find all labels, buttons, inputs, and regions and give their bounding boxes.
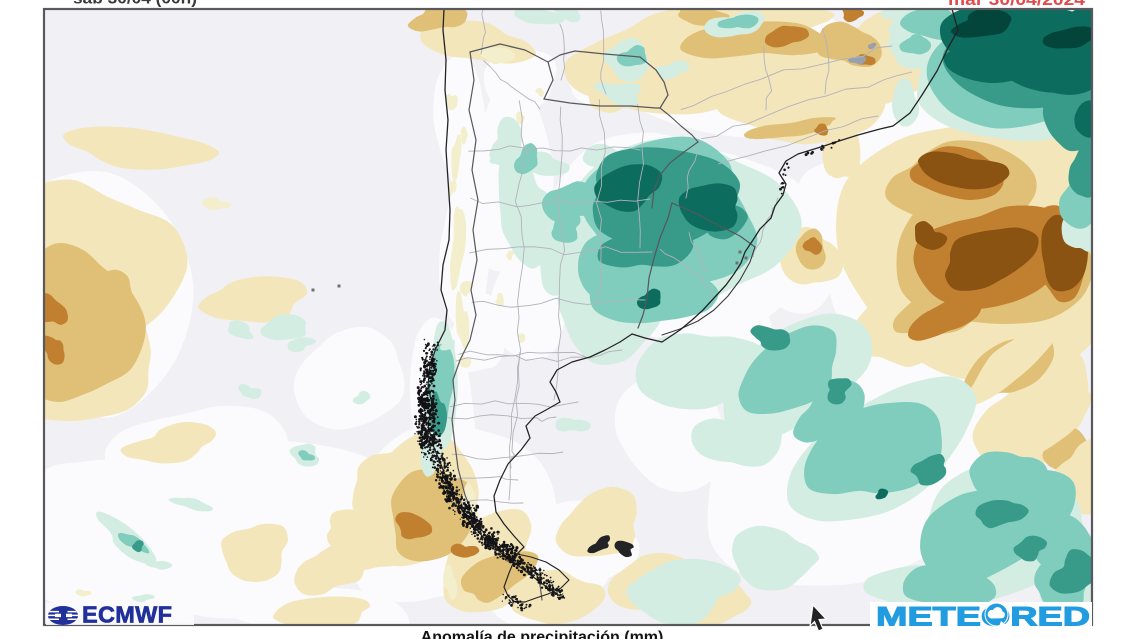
svg-text:mar 30/04/2024: mar 30/04/2024 [948,0,1086,9]
svg-text:sáb 30/04 (00h): sáb 30/04 (00h) [73,0,197,8]
svg-text:ECMWF: ECMWF [82,602,172,628]
svg-text:METEORED: METEORED [876,602,1090,632]
svg-text:Anomalía de precipitación (mm): Anomalía de precipitación (mm) [421,629,664,639]
